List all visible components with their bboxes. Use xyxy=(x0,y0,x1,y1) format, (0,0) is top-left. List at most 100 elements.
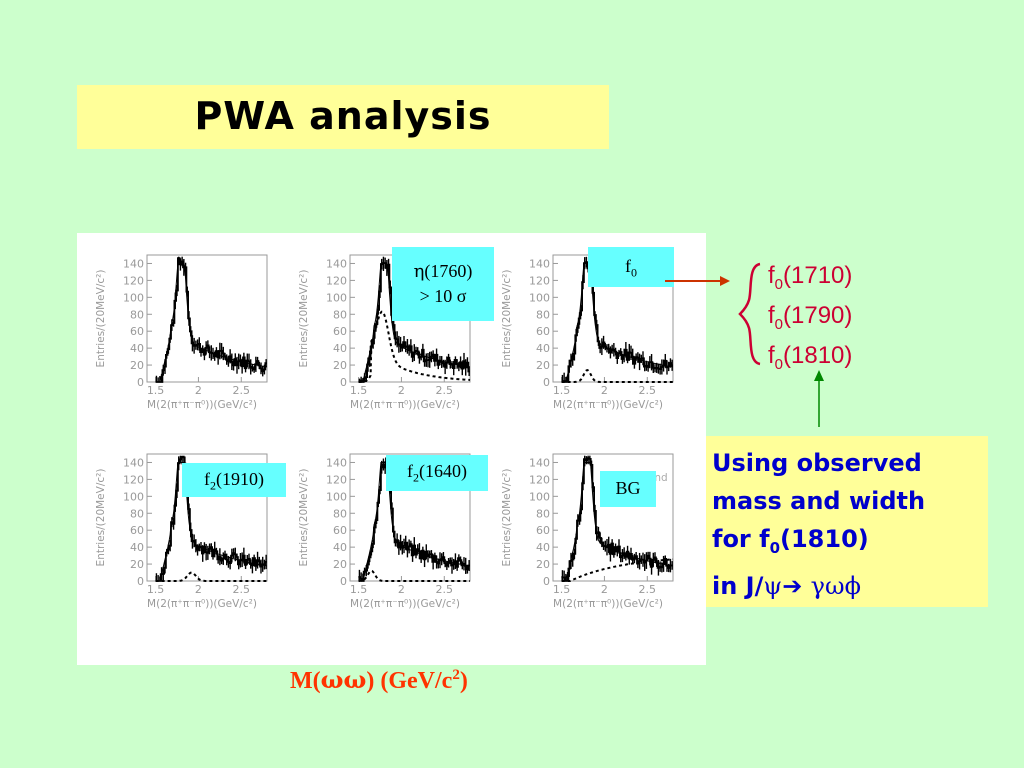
x-axis-label: M(2(π⁺π⁻π⁰))(GeV/c²) xyxy=(350,399,460,411)
x-tick-label: 2 xyxy=(601,583,608,596)
y-tick-label: 60 xyxy=(130,325,144,338)
y-tick-label: 40 xyxy=(536,541,550,554)
y-tick-label: 20 xyxy=(536,359,550,372)
y-tick-label: 0 xyxy=(340,575,347,588)
note-line-3: for f0(1810) xyxy=(712,520,988,567)
y-tick-label: 120 xyxy=(123,274,144,287)
y-tick-label: 100 xyxy=(529,490,550,503)
y-tick-label: 60 xyxy=(333,524,347,537)
y-tick-label: 0 xyxy=(340,376,347,389)
f0-candidate-1710: f0(1710) xyxy=(768,256,852,296)
fit-curve xyxy=(561,263,674,383)
tag-eta-significance: > 10 σ xyxy=(419,286,467,306)
x-axis-label: M(2(π⁺π⁻π⁰))(GeV/c²) xyxy=(553,399,663,411)
arrow-icon: ➔ xyxy=(782,571,803,600)
data-histogram xyxy=(561,261,673,383)
tag-bg: BG xyxy=(600,471,656,507)
y-tick-label: 140 xyxy=(529,257,550,270)
note-line-4: in J/ψ➔ γωϕ xyxy=(712,567,988,605)
y-tick-label: 100 xyxy=(123,291,144,304)
green-arrow-head xyxy=(814,370,824,381)
y-tick-label: 140 xyxy=(326,456,347,469)
note-final-state: γωϕ xyxy=(810,571,861,600)
y-tick-label: 120 xyxy=(326,274,347,287)
y-tick-label: 60 xyxy=(130,524,144,537)
xlabel-omegas: ωω xyxy=(320,665,367,694)
curly-brace-icon xyxy=(738,262,761,366)
xlabel-suffix: ) (GeV/c xyxy=(366,668,453,694)
histogram-panel: 0 20 40 60 80 100 120 140 1.5 2 2.5 Entries/(20MeV/… xyxy=(95,453,268,610)
tag-f2-1640-sub: 2 xyxy=(413,470,419,485)
f0-sub: 0 xyxy=(774,275,784,293)
x-tick-label: 2 xyxy=(195,583,202,596)
f0-base: f xyxy=(768,342,775,369)
y-tick-label: 140 xyxy=(123,456,144,469)
plot-frame xyxy=(146,453,268,582)
fit-curve xyxy=(155,462,268,582)
y-tick-label: 40 xyxy=(130,342,144,355)
x-tick-label: 2.5 xyxy=(639,583,657,596)
x-tick-label: 2 xyxy=(398,384,405,397)
histogram-panel: 0 20 40 60 80 100 120 140 1.5 2 2.5 Entries/(20MeV/… xyxy=(95,254,268,411)
x-tick-label: 1.5 xyxy=(147,583,165,596)
y-tick-label: 60 xyxy=(536,325,550,338)
component-curve xyxy=(561,368,673,383)
x-tick-label: 1.5 xyxy=(553,384,571,397)
y-tick-label: 120 xyxy=(326,473,347,486)
y-tick-label: 140 xyxy=(123,257,144,270)
f0-candidate-list: f0(1710) f0(1790) f0(1810) xyxy=(768,256,852,376)
y-tick-label: 20 xyxy=(130,558,144,571)
plot-frame xyxy=(552,453,674,582)
x-tick-label: 1.5 xyxy=(350,583,368,596)
y-tick-label: 140 xyxy=(326,257,347,270)
y-tick-label: 80 xyxy=(130,308,144,321)
xlabel-prefix: M( xyxy=(290,668,321,694)
note-box: Using observed mass and width for f0(181… xyxy=(706,436,988,607)
y-axis-label: Entries/(20MeV/c²) xyxy=(501,270,513,368)
y-tick-label: 0 xyxy=(543,575,550,588)
tag-f2-1640-mass: (1640) xyxy=(419,461,467,481)
x-tick-label: 2 xyxy=(398,583,405,596)
x-tick-label: 2.5 xyxy=(436,384,454,397)
note-line4-prefix: in J/ xyxy=(712,571,764,600)
y-tick-label: 40 xyxy=(536,342,550,355)
x-tick-label: 2.5 xyxy=(639,384,657,397)
y-tick-label: 20 xyxy=(333,558,347,571)
fit-curve xyxy=(561,462,674,582)
tag-f2-1910-sub: 2 xyxy=(210,478,216,493)
x-tick-label: 1.5 xyxy=(553,583,571,596)
y-tick-label: 80 xyxy=(536,507,550,520)
tag-f0-base: f xyxy=(625,256,631,276)
y-tick-label: 60 xyxy=(536,524,550,537)
y-tick-label: 60 xyxy=(333,325,347,338)
tag-f2-1910-mass: (1910) xyxy=(216,469,264,489)
component-curve xyxy=(561,558,674,582)
y-axis-label: Entries/(20MeV/c²) xyxy=(95,469,107,567)
y-axis-label: Entries/(20MeV/c²) xyxy=(298,469,310,567)
y-tick-label: 120 xyxy=(529,473,550,486)
y-tick-label: 80 xyxy=(130,507,144,520)
y-tick-label: 40 xyxy=(333,541,347,554)
tag-f2-1640: f2(1640) xyxy=(386,455,488,491)
note-line3-suffix: (1810) xyxy=(780,525,869,553)
y-axis-label: Entries/(20MeV/c²) xyxy=(95,270,107,368)
xlabel-sup: 2 xyxy=(452,667,460,683)
red-arrow-head xyxy=(720,276,730,286)
y-tick-label: 80 xyxy=(333,507,347,520)
histogram-panel: 0 20 40 60 80 100 120 140 1.5 2 2.5 Entries/(20MeV/… xyxy=(501,453,674,610)
x-axis-label: M(2(π⁺π⁻π⁰))(GeV/c²) xyxy=(147,598,257,610)
fit-curve xyxy=(155,263,268,383)
y-tick-label: 0 xyxy=(137,376,144,389)
tag-eta1760: η(1760) > 10 σ xyxy=(392,247,494,321)
fit-curve xyxy=(358,263,471,383)
x-axis-caption: M(ωω) (GeV/c2) xyxy=(290,665,468,695)
tag-f2-1640-base: f xyxy=(407,461,413,481)
tag-eta-symbol: η xyxy=(413,261,425,282)
note-line3-sub: 0 xyxy=(769,538,780,557)
y-tick-label: 40 xyxy=(333,342,347,355)
y-tick-label: 0 xyxy=(137,575,144,588)
y-tick-label: 40 xyxy=(130,541,144,554)
f0-sub: 0 xyxy=(774,355,784,373)
y-tick-label: 80 xyxy=(333,308,347,321)
